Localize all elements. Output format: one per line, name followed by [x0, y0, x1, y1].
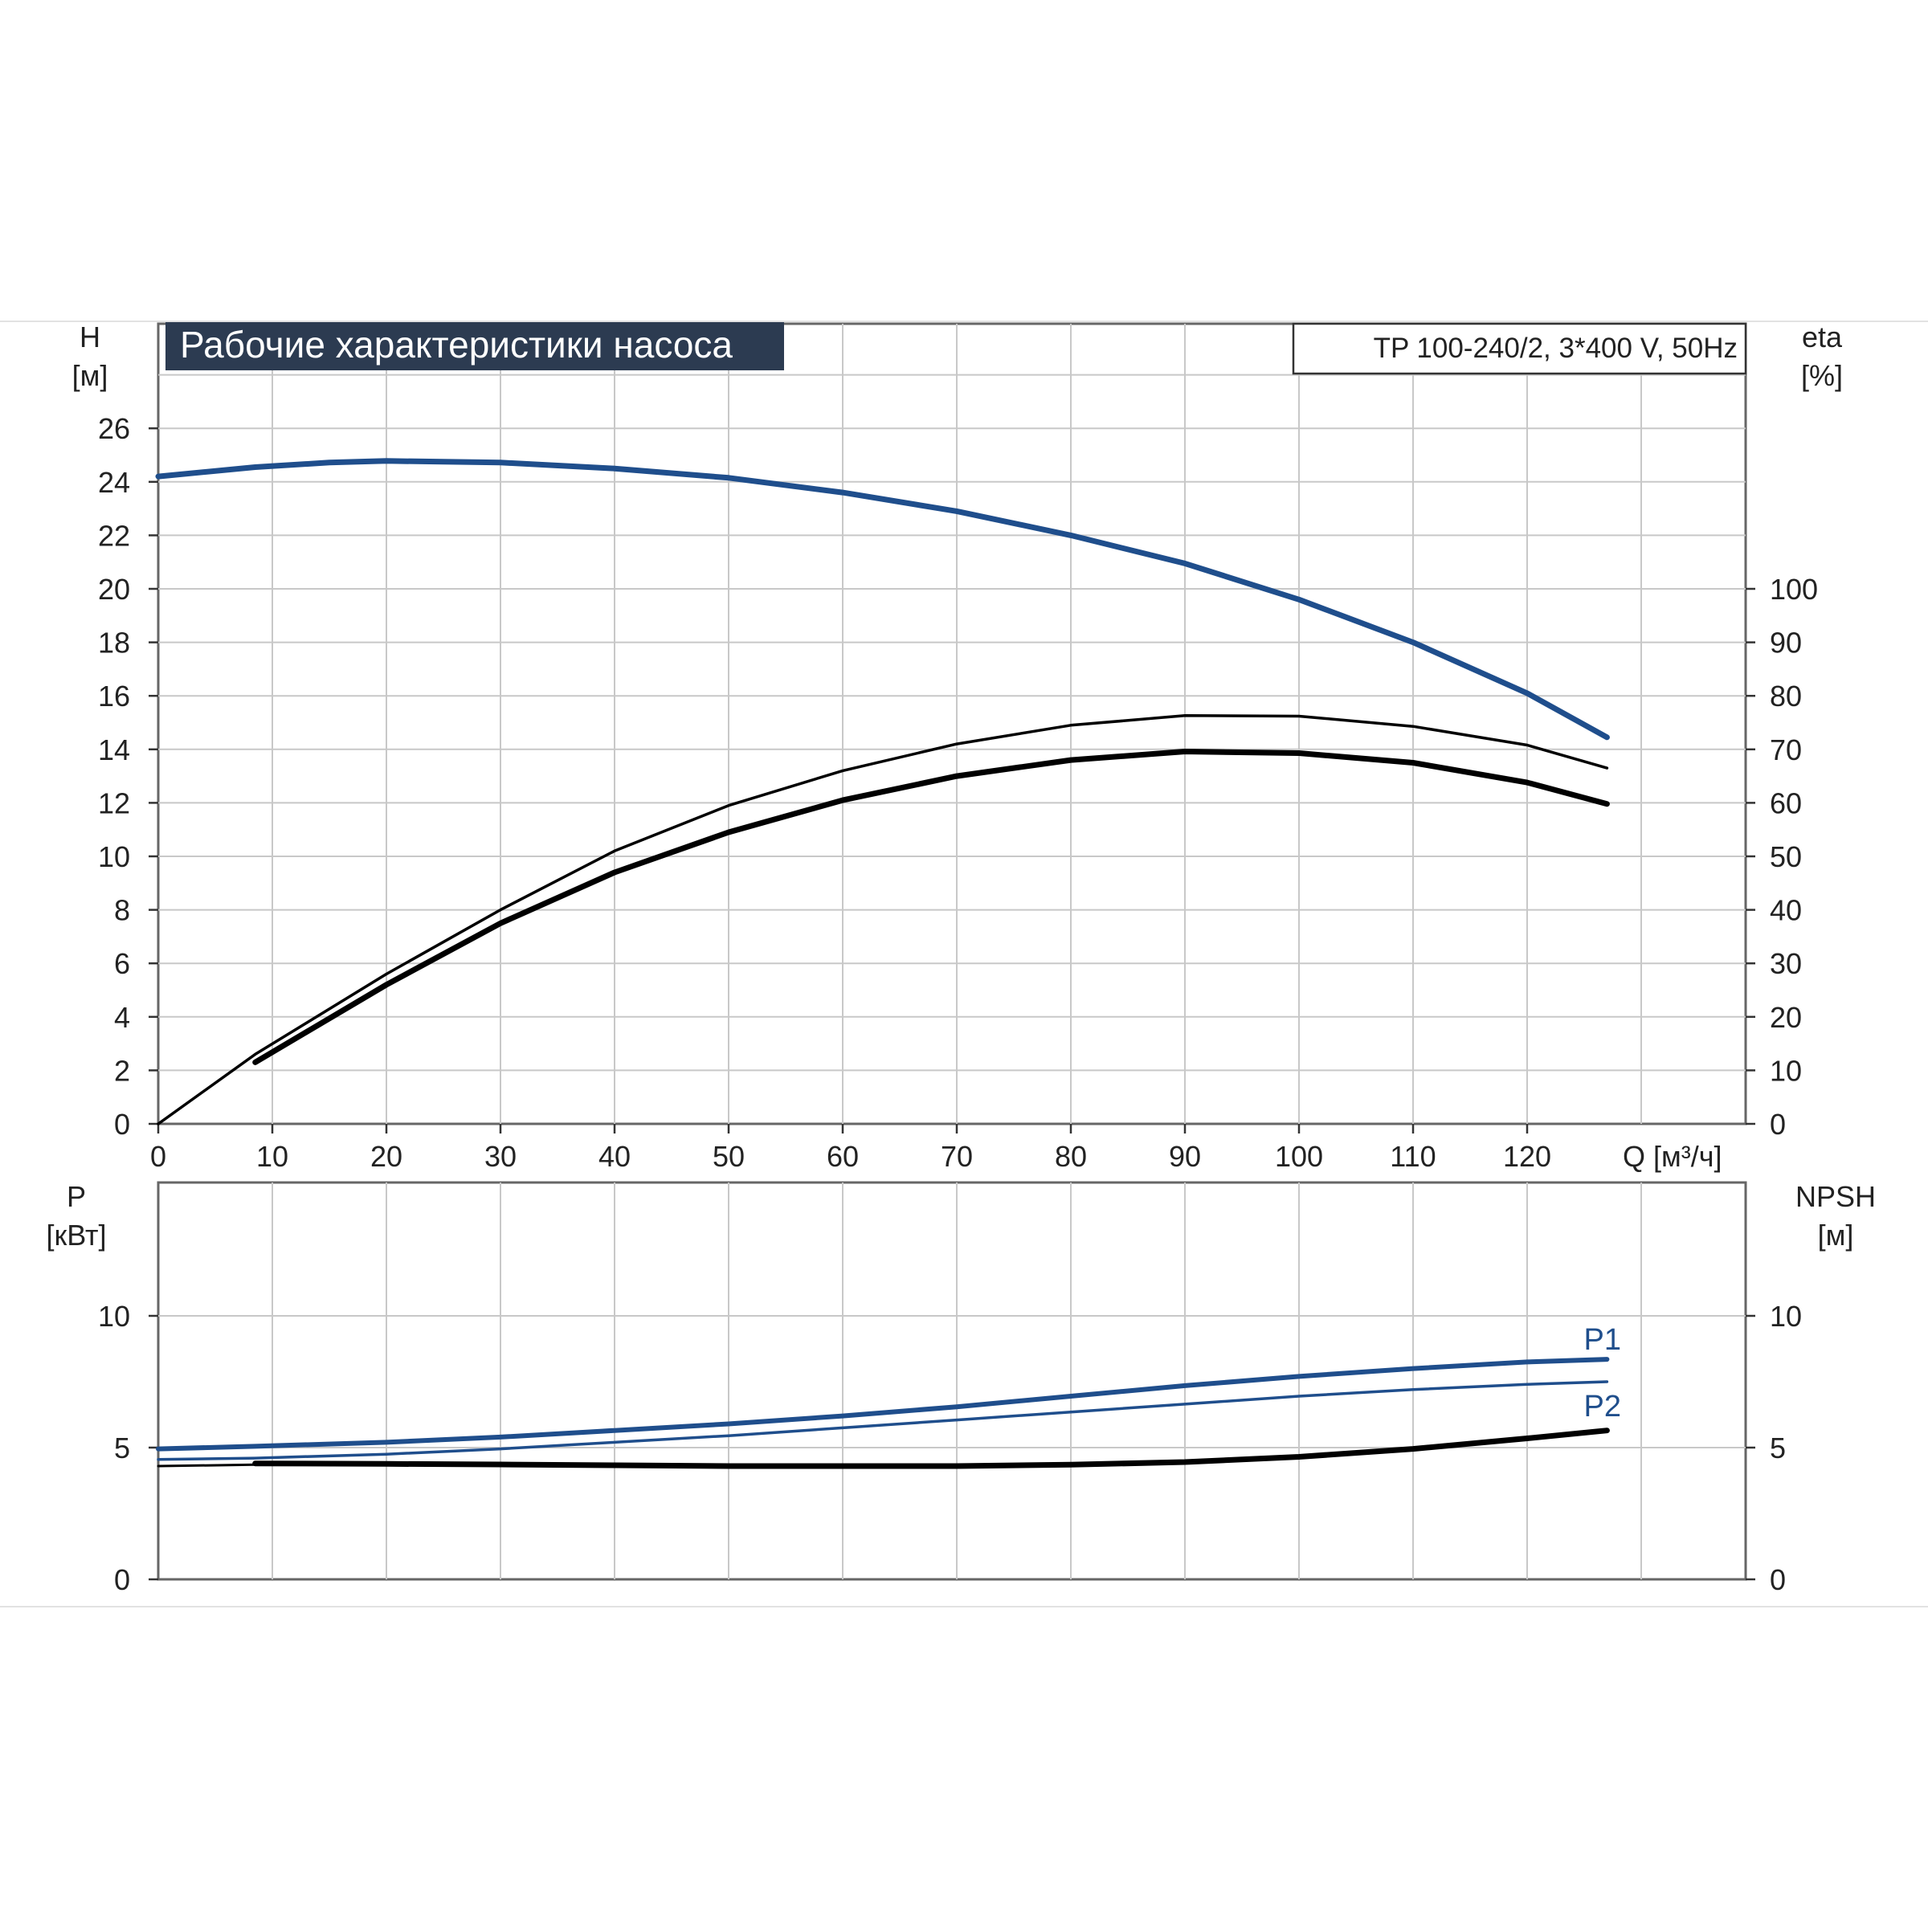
top-left-axis-title: H [80, 321, 100, 353]
model-label-box [1292, 322, 1747, 375]
top-right-tick-label: 50 [1770, 840, 1802, 873]
top-x-tick-label: 80 [1055, 1140, 1087, 1173]
bottom-plot-frame [157, 1181, 1747, 1581]
top-right-axis-unit: [%] [1801, 359, 1843, 392]
top-right-tick-label: 80 [1770, 680, 1802, 713]
bottom-right-axis-title: NPSH [1795, 1180, 1876, 1213]
top-right-tick-label: 60 [1770, 786, 1802, 819]
p1-power-curve [156, 1357, 1610, 1452]
top-left-tick-label: 24 [98, 466, 130, 499]
top-right-tick-label: 100 [1770, 573, 1818, 606]
top-left-tick-label: 14 [98, 733, 130, 766]
chart-title-box [165, 322, 784, 370]
top-right-tick-label: 30 [1770, 947, 1802, 980]
bottom-left-axis-unit: [кВт] [46, 1219, 106, 1252]
x-axis-label: Q [м³/ч] [1623, 1140, 1722, 1173]
top-x-tick-label: 110 [1390, 1140, 1436, 1173]
top-plot-frame [157, 322, 1747, 1125]
top-x-tick-label: 30 [484, 1140, 517, 1173]
top-x-tick-label: 10 [256, 1140, 288, 1173]
p1-series-label: P1 [1584, 1323, 1621, 1357]
top-x-tick-label: 60 [827, 1140, 859, 1173]
chart-title: Рабочие характеристики насоса [180, 324, 733, 366]
top-x-tick-label: 50 [713, 1140, 745, 1173]
top-x-tick-label: 90 [1169, 1140, 1201, 1173]
head-curve [155, 458, 1610, 741]
top-right-tick-label: 70 [1770, 733, 1802, 766]
p2-series-label: P2 [1584, 1390, 1621, 1423]
top-x-tick-label: 0 [150, 1140, 166, 1173]
top-left-tick-label: 0 [114, 1108, 130, 1141]
model-label: TP 100-240/2, 3*400 V, 50Hz [1374, 333, 1738, 364]
top-left-tick-label: 20 [98, 573, 130, 606]
top-x-tick-label: 100 [1275, 1140, 1323, 1173]
top-left-axis-unit: [м] [72, 359, 108, 392]
bottom-right-tick-label: 0 [1770, 1563, 1786, 1596]
top-left-tick-label: 4 [114, 1001, 130, 1034]
top-x-tick-label: 70 [941, 1140, 973, 1173]
top-right-tick-label: 20 [1770, 1001, 1802, 1034]
bottom-right-tick-label: 10 [1770, 1300, 1802, 1333]
top-left-tick-label: 16 [98, 680, 130, 713]
top-left-tick-label: 22 [98, 519, 130, 552]
top-right-tick-label: 90 [1770, 627, 1802, 660]
top-left-tick-label: 6 [114, 947, 130, 980]
top-right-tick-label: 10 [1770, 1054, 1802, 1087]
bottom-left-axis-title: P [67, 1180, 86, 1213]
efficiency-curve-thin [157, 714, 1609, 1125]
bottom-left-tick-label: 10 [98, 1300, 130, 1333]
bottom-left-tick-label: 5 [114, 1432, 130, 1464]
top-left-tick-label: 2 [114, 1054, 130, 1087]
efficiency-curve-thick [252, 749, 1610, 1065]
bottom-left-tick-label: 0 [114, 1563, 130, 1596]
top-right-tick-label: 40 [1770, 894, 1802, 927]
top-left-tick-label: 26 [98, 412, 130, 445]
npsh-curve [252, 1428, 1610, 1469]
top-right-tick-label: 0 [1770, 1108, 1786, 1141]
top-x-tick-label: 120 [1503, 1140, 1551, 1173]
top-x-tick-label: 40 [598, 1140, 631, 1173]
bottom-right-tick-label: 5 [1770, 1432, 1786, 1464]
top-left-tick-label: 8 [114, 894, 130, 927]
top-left-tick-label: 12 [98, 786, 130, 819]
top-left-tick-label: 18 [98, 627, 130, 660]
top-left-tick-label: 10 [98, 840, 130, 873]
top-right-axis-title: eta [1802, 321, 1843, 353]
p2-power-curve [157, 1380, 1609, 1461]
bottom-right-axis-unit: [м] [1818, 1219, 1854, 1252]
top-x-tick-label: 20 [370, 1140, 402, 1173]
